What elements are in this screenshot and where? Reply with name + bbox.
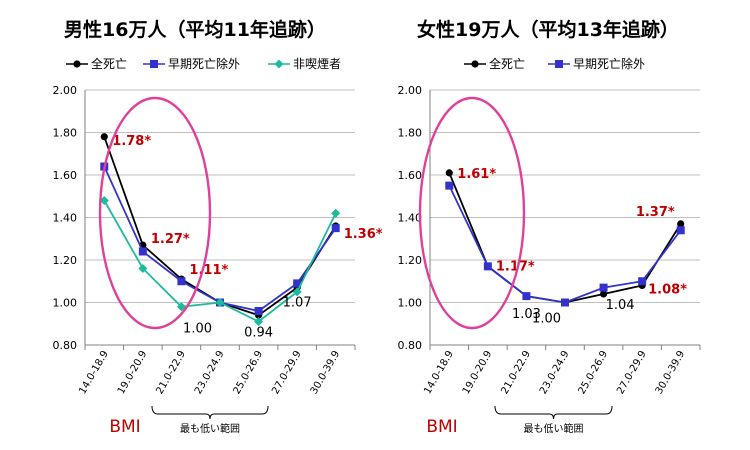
data-point (215, 298, 225, 307)
data-label: 1.00 (183, 322, 212, 337)
data-label: 1.36* (344, 227, 383, 242)
data-label: 1.11* (189, 263, 228, 278)
range-label: 最も低い範囲 (524, 422, 584, 435)
data-point (638, 277, 647, 286)
legend-item: 全死亡 (66, 56, 127, 71)
x-tick-label: 14.0-18.9 (77, 349, 111, 396)
x-tick-label: 27.0-29.9 (270, 349, 304, 396)
data-label: 1.17* (496, 259, 535, 274)
legend-label: 早期死亡除外 (573, 56, 645, 71)
data-point (293, 279, 302, 288)
legend-item: 非喫煙者 (268, 57, 341, 71)
x-tick-label: 23.0-24.9 (193, 349, 227, 396)
data-point (522, 292, 531, 301)
data-label: 1.04 (606, 298, 635, 313)
data-point (676, 226, 685, 235)
data-point (331, 224, 340, 233)
legend-marker (471, 60, 479, 68)
x-tick-label: 25.0-26.9 (577, 349, 611, 396)
data-point (138, 247, 147, 256)
data-point (138, 264, 148, 273)
series-1 (100, 162, 340, 315)
series-line (103, 166, 337, 312)
chart-title: 女性19万人（平均13年追跡） (417, 18, 679, 41)
x-tick-label: 30.0-39.9 (654, 349, 688, 396)
data-point (254, 307, 263, 315)
x-axis-title: BMI (109, 417, 140, 437)
data-point (561, 298, 569, 307)
legend-label: 早期死亡除外 (168, 56, 240, 71)
y-tick-label: 0.80 (53, 339, 78, 352)
y-tick-label: 1.40 (53, 212, 78, 225)
legend-marker (274, 59, 284, 69)
legend-label: 全死亡 (489, 56, 525, 71)
data-label: 1.78* (112, 134, 151, 149)
legend-marker (150, 60, 158, 68)
data-label: 1.03 (512, 307, 541, 322)
data-point (599, 283, 608, 292)
y-tick-label: 1.00 (398, 297, 423, 310)
y-tick-label: 1.60 (398, 169, 423, 182)
data-point (292, 287, 302, 297)
series-line (103, 136, 337, 317)
x-tick-label: 23.0-24.9 (538, 349, 572, 396)
data-label: 1.08* (648, 283, 687, 298)
highlight-ellipse (418, 96, 526, 330)
data-point (677, 220, 685, 228)
x-tick-label: 25.0-26.9 (232, 349, 266, 396)
legend-label: 全死亡 (91, 56, 127, 71)
range-bracket (494, 405, 613, 420)
data-point (445, 181, 454, 190)
data-label: 0.94 (244, 325, 273, 340)
chart-0: 男性16万人（平均11年追跡） 全死亡 早期死亡除外 非喫煙者 0.80 1.00 1.20… (53, 18, 383, 437)
legend-marker (73, 60, 81, 68)
data-point (445, 169, 453, 177)
data-label: 1.00 (532, 312, 561, 327)
y-tick-label: 0.80 (398, 339, 423, 352)
range-bracket (151, 405, 269, 420)
series-1 (445, 181, 685, 307)
data-label: 1.07 (283, 296, 312, 311)
data-point (99, 196, 109, 205)
y-tick-label: 1.40 (398, 212, 423, 225)
y-tick-label: 1.80 (53, 127, 78, 140)
chart-1: 女性19万人（平均13年追跡） 全死亡 早期死亡除外 0.80 1.00 1.20 1.40… (398, 18, 701, 437)
legend-marker (555, 60, 563, 68)
legend-item: 早期死亡除外 (143, 56, 240, 71)
data-point (176, 302, 186, 312)
y-tick-label: 2.00 (398, 84, 423, 97)
legend-item: 全死亡 (464, 56, 525, 71)
legend-item: 早期死亡除外 (548, 56, 645, 71)
y-tick-label: 1.80 (398, 127, 423, 140)
y-tick-label: 2.00 (53, 84, 78, 97)
legend-label: 非喫煙者 (293, 57, 341, 71)
x-tick-label: 19.0-20.9 (116, 349, 150, 396)
y-tick-label: 1.20 (398, 254, 423, 267)
series-2 (99, 196, 341, 327)
y-tick-label: 1.20 (53, 254, 78, 267)
x-tick-label: 14.0-18.9 (422, 349, 456, 396)
series-0 (100, 133, 340, 319)
x-tick-label: 21.0-22.9 (499, 349, 533, 396)
x-tick-label: 19.0-20.9 (461, 349, 495, 396)
y-tick-label: 1.60 (53, 169, 78, 182)
data-point (599, 290, 608, 298)
data-label: 1.37* (636, 205, 675, 220)
data-point (331, 208, 341, 218)
x-tick-label: 27.0-29.9 (615, 349, 649, 396)
x-axis-title: BMI (426, 417, 457, 437)
data-label: 1.61* (457, 167, 496, 182)
x-tick-label: 30.0-39.9 (309, 349, 343, 396)
data-label: 1.27* (151, 232, 190, 247)
chart-title: 男性16万人（平均11年追跡） (64, 18, 326, 41)
x-tick-label: 21.0-22.9 (154, 349, 188, 396)
data-point (483, 262, 492, 271)
data-point (177, 277, 186, 286)
y-tick-label: 1.00 (53, 297, 78, 310)
data-point (254, 317, 264, 327)
highlight-ellipse (98, 96, 212, 330)
data-point (100, 133, 108, 141)
range-label: 最も低い範囲 (180, 422, 240, 435)
